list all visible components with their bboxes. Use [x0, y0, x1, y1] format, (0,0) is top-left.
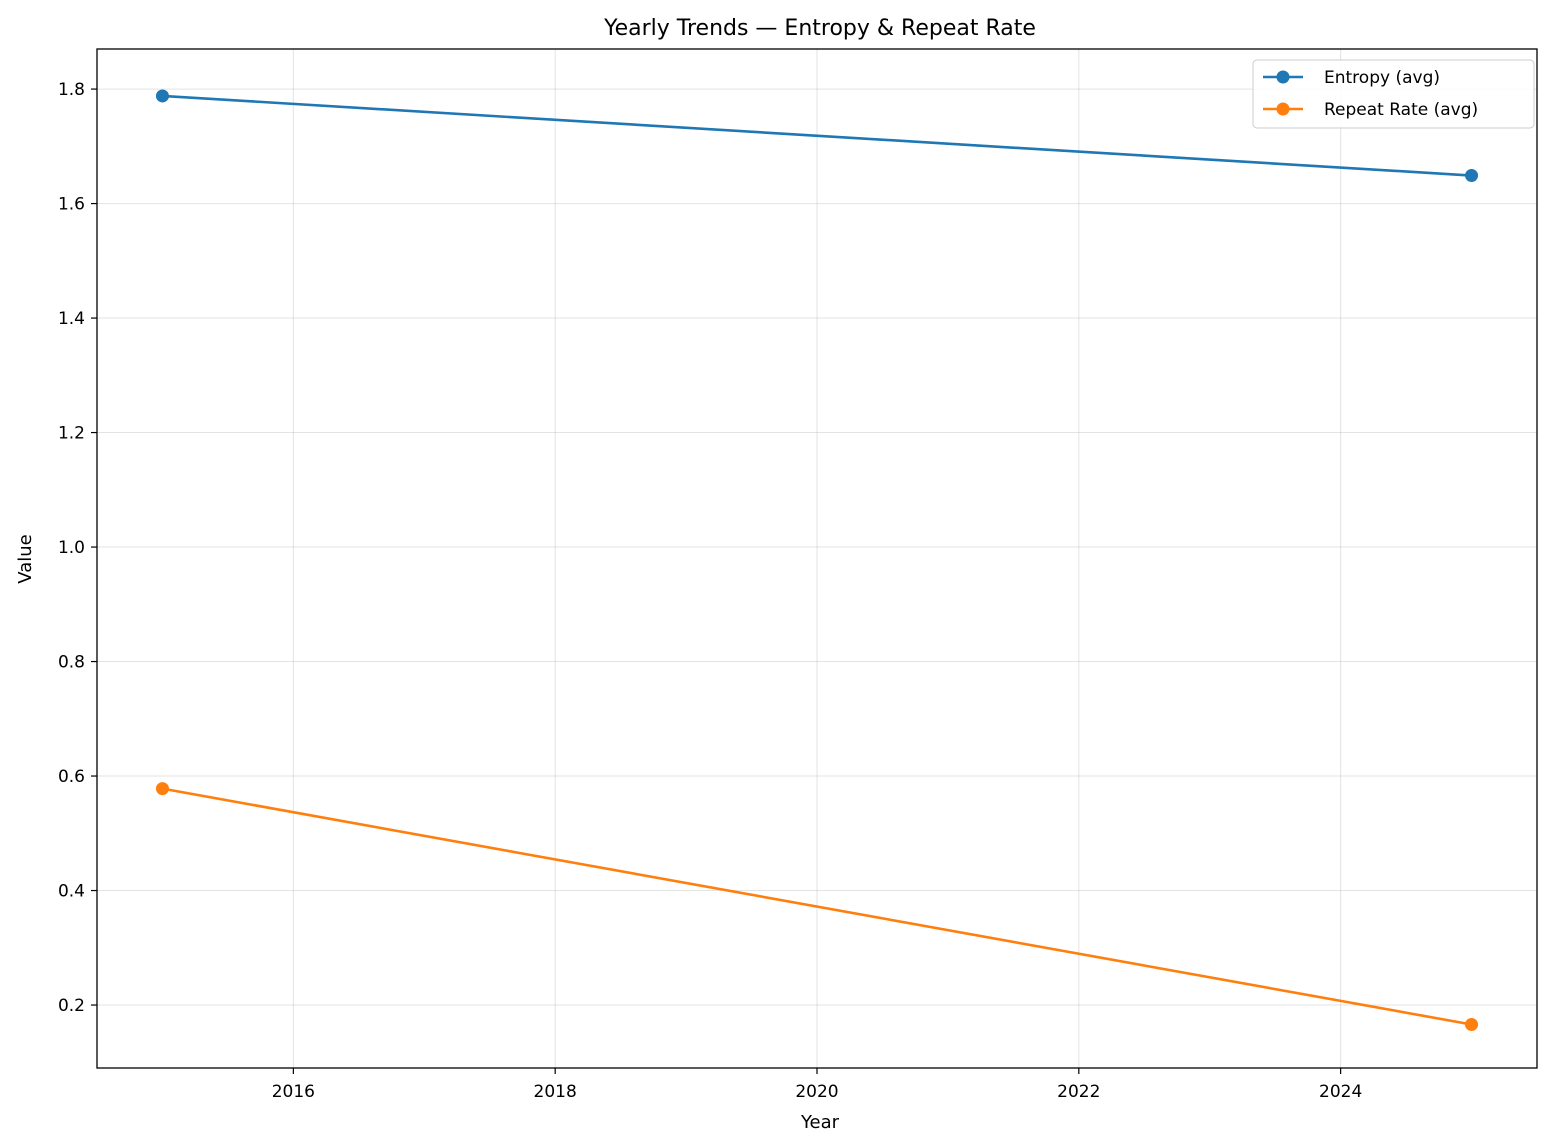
x-axis-title: Year: [800, 1112, 840, 1133]
axis-ticks: 2016 2018 2020 2022 2024 0.2 0.4 0.6 0.8 1.0 1.2 1.…: [58, 80, 1362, 1102]
series-line-0: [162, 94, 1472, 177]
x-tick-label: 2022: [1057, 1082, 1100, 1102]
x-tick-label: 2016: [272, 1082, 315, 1102]
series-line-1: [162, 787, 1472, 1026]
legend-marker-entropy: [1276, 70, 1290, 84]
series-group: [155, 89, 1479, 1031]
x-tick-label: 2024: [1319, 1082, 1362, 1102]
x-tick-label: 2020: [795, 1082, 838, 1102]
y-tick-label: 0.4: [58, 882, 85, 902]
chart-title: Yearly Trends — Entropy & Repeat Rate: [603, 16, 1036, 41]
legend-marker-repeat-rate: [1276, 102, 1290, 116]
data-point-1-0: [155, 782, 169, 796]
legend-box: [1252, 59, 1535, 129]
data-point-1-1: [1465, 1017, 1479, 1031]
y-tick-label: 1.2: [58, 424, 85, 444]
y-tick-label: 1.4: [58, 309, 85, 329]
x-tick-label: 2018: [534, 1082, 577, 1102]
y-tick-label: 0.8: [58, 653, 85, 673]
y-tick-label: 1.6: [58, 195, 85, 215]
legend: Entropy (avg) Repeat Rate (avg): [1252, 59, 1535, 129]
y-tick-label: 0.6: [58, 767, 85, 787]
y-tick-label: 1.8: [58, 80, 85, 100]
legend-label-entropy: Entropy (avg): [1324, 68, 1440, 88]
data-point-0-1: [1465, 169, 1479, 183]
legend-label-repeat-rate: Repeat Rate (avg): [1324, 100, 1478, 120]
y-tick-label: 0.2: [58, 996, 85, 1016]
data-point-0-0: [155, 89, 169, 103]
y-axis-title: Value: [15, 534, 36, 583]
y-tick-label: 1.0: [58, 538, 85, 558]
